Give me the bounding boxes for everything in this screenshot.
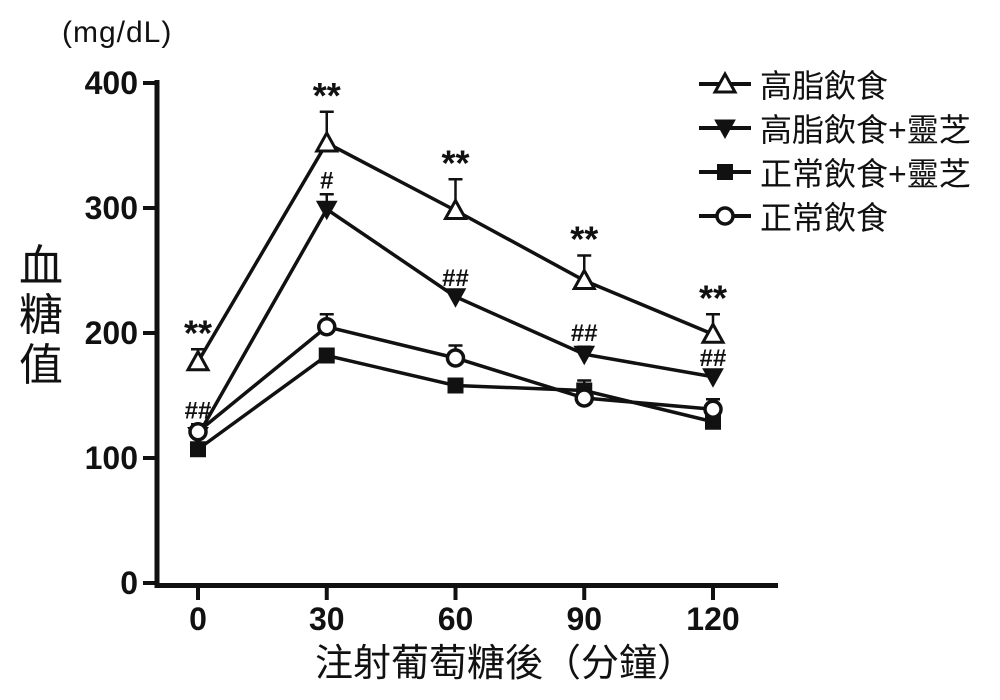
triangle-open-marker: [314, 129, 340, 153]
significance-asterisk-annotation: **: [570, 219, 598, 260]
legend-marker-square-filled-icon: [699, 164, 751, 180]
y-tick-label: 100: [85, 440, 138, 476]
y-tick-label: 0: [120, 565, 138, 601]
triangle-down-filled-marker: [444, 288, 467, 308]
triangle-open-marker: [571, 267, 597, 290]
significance-asterisk-annotation: **: [313, 75, 341, 116]
significance-asterisk-annotation: **: [184, 312, 212, 353]
triangle-open-marker: [442, 197, 469, 220]
square-filled-marker: [717, 164, 733, 180]
x-tick-label: 0: [189, 601, 207, 637]
circle-open-marker: [574, 388, 594, 408]
significance-hash-annotation: ##: [700, 345, 727, 372]
circle-open-marker: [703, 399, 723, 419]
legend-label: 正常飲食+靈芝: [760, 156, 971, 192]
legend-label: 高脂飲食+靈芝: [760, 112, 971, 148]
y-tick-label: 300: [85, 190, 138, 226]
x-tick-label: 90: [566, 601, 602, 637]
square-filled-marker: [447, 377, 464, 394]
triangle-down-filled-marker: [573, 345, 596, 366]
x-tick-label: 30: [309, 601, 345, 637]
triangle-down-filled-marker: [714, 119, 736, 140]
x-axis-title: 注射葡萄糖後（分鐘）: [314, 643, 695, 685]
y-tick-label: 400: [85, 65, 138, 101]
triangle-down-filled-marker: [315, 200, 338, 221]
significance-hash-annotation: ##: [185, 397, 212, 424]
circle-open-marker: [188, 422, 208, 442]
legend-item-high-fat-diet-lingzhi: 高脂飲食+靈芝: [696, 106, 971, 150]
legend-item-normal-diet: 正常飲食: [696, 194, 971, 238]
legend-item-high-fat-diet: 高脂飲食: [696, 62, 971, 106]
x-tick-label: 60: [438, 601, 474, 637]
legend-label: 正常飲食: [760, 200, 889, 236]
significance-asterisk-annotation: **: [441, 142, 469, 183]
series-1: [187, 193, 724, 447]
square-filled-marker: [318, 347, 335, 364]
series-0: [185, 110, 726, 372]
significance-hash-annotation: ##: [442, 265, 469, 292]
circle-open-marker: [715, 206, 735, 226]
legend: 高脂飲食 高脂飲食+靈芝 正常飲食+靈芝 正常飲食: [696, 62, 971, 238]
legend-item-normal-diet-lingzhi: 正常飲食+靈芝: [696, 150, 971, 194]
significance-hash-annotation: #: [320, 167, 333, 194]
y-axis-unit-label: (mg/dL): [62, 16, 173, 49]
legend-marker-triangle-down-filled-icon: [699, 119, 751, 140]
circle-open-marker: [445, 348, 466, 368]
triangle-open-marker: [185, 348, 211, 372]
triangle-open-marker: [700, 321, 726, 344]
square-filled-marker: [190, 441, 206, 458]
y-tick-label: 200: [85, 315, 138, 351]
legend-marker-circle-open-icon: [699, 206, 751, 226]
triangle-open-marker: [712, 70, 738, 94]
triangle-down-filled-marker: [702, 368, 724, 388]
significance-hash-annotation: ##: [571, 320, 598, 347]
legend-marker-triangle-open-icon: [699, 70, 751, 94]
series-3: [188, 313, 723, 442]
legend-label: 高脂飲食: [760, 68, 889, 104]
circle-open-marker: [317, 317, 337, 337]
significance-asterisk-annotation: **: [699, 277, 727, 318]
y-axis-title: 血糖值: [19, 242, 63, 390]
x-tick-label: 120: [686, 601, 739, 637]
